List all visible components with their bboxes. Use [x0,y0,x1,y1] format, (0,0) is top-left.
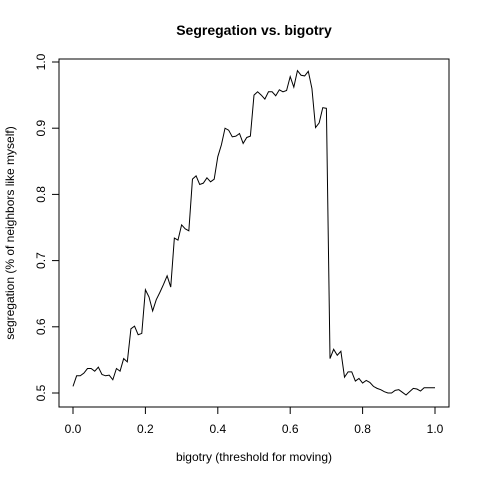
x-tick-label: 0.2 [137,422,154,436]
x-axis: 0.0 0.2 0.4 0.6 0.8 1.0 [65,407,444,436]
x-tick-label: 0.6 [282,422,299,436]
x-tick-label: 1.0 [427,422,444,436]
y-tick-label: 0.9 [34,120,48,137]
x-tick-label: 0.0 [65,422,82,436]
chart-title: Segregation vs. bigotry [176,22,332,38]
plot-frame [59,59,449,407]
y-tick-label: 0.6 [34,318,48,335]
y-tick-label: 0.7 [34,252,48,269]
y-tick-label: 0.8 [34,186,48,203]
y-axis: 0.5 0.6 0.7 0.8 0.9 1.0 [34,53,59,401]
y-tick-label: 1.0 [34,53,48,70]
y-axis-label: segregation (% of neighbors like myself) [3,126,17,339]
series-line [73,71,435,395]
x-tick-label: 0.8 [354,422,371,436]
x-axis-label: bigotry (threshold for moving) [176,450,332,464]
y-tick-label: 0.5 [34,384,48,401]
x-tick-label: 0.4 [209,422,226,436]
